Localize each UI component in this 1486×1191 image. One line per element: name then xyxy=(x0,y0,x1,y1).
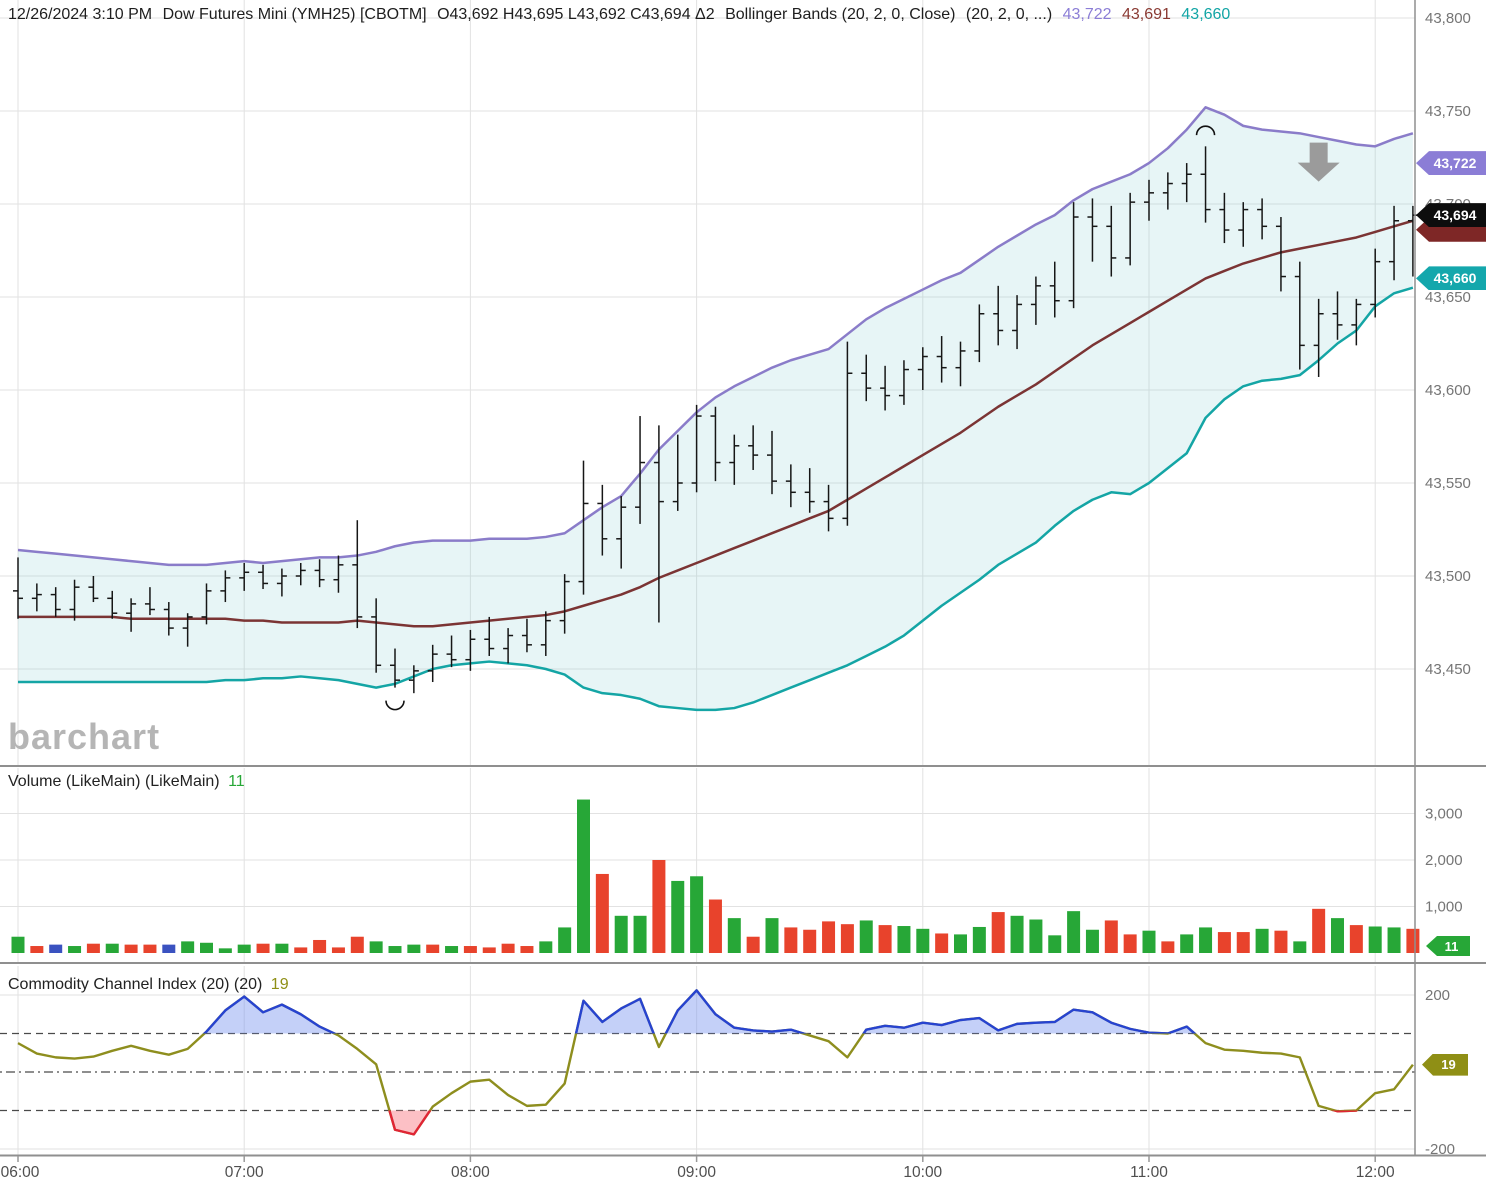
svg-text:11:00: 11:00 xyxy=(1130,1164,1168,1181)
cci-badge: 19 xyxy=(1422,1053,1468,1076)
svg-text:43,450: 43,450 xyxy=(1425,661,1471,678)
svg-text:08:00: 08:00 xyxy=(451,1164,490,1181)
last-price-badge: 43,694 xyxy=(1416,203,1486,228)
svg-text:43,600: 43,600 xyxy=(1425,382,1471,399)
header-symbol: Dow Futures Mini (YMH25) [CBOTM] xyxy=(162,6,427,23)
volume-panel-label: Volume (LikeMain) (LikeMain) 11 xyxy=(8,773,245,791)
svg-text:10:00: 10:00 xyxy=(903,1164,942,1181)
cci-panel-label: Commodity Channel Index (20) (20) 19 xyxy=(8,976,289,994)
header-upper-band-value: 43,722 xyxy=(1062,6,1112,23)
volume-badge: 11 xyxy=(1426,936,1470,956)
lower-band-price-badge: 43,660 xyxy=(1416,266,1486,291)
cci-current-value: 19 xyxy=(270,976,289,993)
header-study-params: (20, 2, 0, ...) xyxy=(965,6,1053,23)
barchart-logo: barchart xyxy=(8,716,161,757)
svg-text:43,750: 43,750 xyxy=(1425,103,1471,120)
svg-text:-200: -200 xyxy=(1425,1141,1455,1158)
svg-text:43,550: 43,550 xyxy=(1425,475,1471,492)
svg-text:2,000: 2,000 xyxy=(1425,852,1463,869)
header-lower-band-value: 43,660 xyxy=(1181,6,1231,23)
volume-label: Volume (LikeMain) (LikeMain) xyxy=(8,773,220,790)
header-ohlc: O43,692 H43,695 L43,692 C43,694 Δ2 xyxy=(437,6,715,23)
svg-text:200: 200 xyxy=(1425,987,1450,1004)
svg-text:43,500: 43,500 xyxy=(1425,568,1471,585)
svg-text:12:00: 12:00 xyxy=(1356,1164,1395,1181)
cci-label: Commodity Channel Index (20) (20) xyxy=(8,976,263,993)
chart-header: 12/26/2024 3:10 PM Dow Futures Mini (YMH… xyxy=(8,6,1236,24)
svg-text:06:00: 06:00 xyxy=(1,1164,40,1181)
svg-text:1,000: 1,000 xyxy=(1425,899,1463,916)
svg-text:43,800: 43,800 xyxy=(1425,10,1471,27)
svg-text:3,000: 3,000 xyxy=(1425,806,1463,823)
header-middle-band-value: 43,691 xyxy=(1122,6,1171,23)
svg-text:43,650: 43,650 xyxy=(1425,289,1471,306)
header-study: Bollinger Bands (20, 2, 0, Close) xyxy=(725,6,956,23)
header-datetime: 12/26/2024 3:10 PM xyxy=(8,6,153,23)
svg-text:09:00: 09:00 xyxy=(677,1164,716,1181)
volume-current-value: 11 xyxy=(228,773,245,790)
upper-band-price-badge: 43,722 xyxy=(1416,151,1486,176)
svg-text:07:00: 07:00 xyxy=(225,1164,264,1181)
